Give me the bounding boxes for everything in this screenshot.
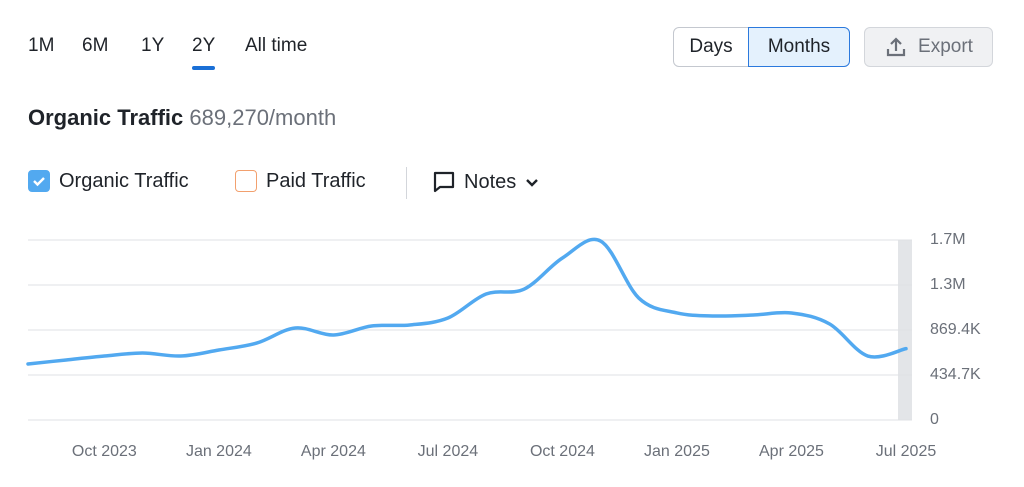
notes-label: Notes — [464, 170, 517, 193]
granularity-button[interactable]: Months — [748, 27, 850, 67]
chart: 0 434.7K 869.4K 1.3M 1.7M Oct 2023 Jan 2024 Apr… — [26, 231, 981, 460]
range-tab[interactable]: 2Y — [192, 35, 216, 56]
range-tab[interactable]: All time — [245, 35, 308, 56]
x-tick-label: Oct 2024 — [530, 443, 595, 460]
heading-value: 689,270/month — [189, 105, 337, 130]
notes-button[interactable]: Notes — [432, 170, 540, 194]
legend-checkbox[interactable] — [235, 170, 257, 192]
x-tick-label: Apr 2025 — [759, 443, 824, 460]
legend-checkbox[interactable] — [28, 170, 50, 192]
heading-title: Organic Traffic — [28, 105, 184, 130]
granularity-button[interactable]: Days — [673, 27, 749, 67]
x-tick-label: Apr 2024 — [301, 443, 366, 460]
legend-label[interactable]: Paid Traffic — [266, 170, 366, 192]
y-tick-label: 0 — [930, 411, 939, 428]
y-tick-label: 434.7K — [930, 366, 981, 383]
x-tick-label: Jan 2025 — [644, 443, 710, 460]
x-tick-label: Jul 2025 — [876, 443, 937, 460]
range-tab[interactable]: 1Y — [141, 35, 165, 56]
x-tick-label: Jan 2024 — [186, 443, 252, 460]
legend-label[interactable]: Organic Traffic — [59, 170, 189, 192]
export-label: Export — [918, 36, 973, 57]
x-tick-label: Jul 2024 — [418, 443, 479, 460]
export-button[interactable]: Export — [864, 27, 993, 67]
separator — [406, 167, 407, 199]
y-tick-label: 1.7M — [930, 231, 966, 248]
series-line — [26, 237, 908, 366]
range-tab[interactable]: 1M — [28, 35, 55, 56]
chevron — [526, 179, 539, 187]
x-tick-label: Oct 2023 — [72, 443, 137, 460]
y-tick-label: 1.3M — [930, 276, 966, 293]
check-mark — [33, 177, 45, 187]
y-tick-label: 869.4K — [930, 321, 981, 338]
active-underline — [192, 66, 215, 70]
heading: Organic Traffic 689,270/month — [28, 105, 336, 131]
notes-icon — [433, 171, 455, 193]
range-tab[interactable]: 6M — [82, 35, 109, 56]
export-icon — [886, 37, 906, 57]
